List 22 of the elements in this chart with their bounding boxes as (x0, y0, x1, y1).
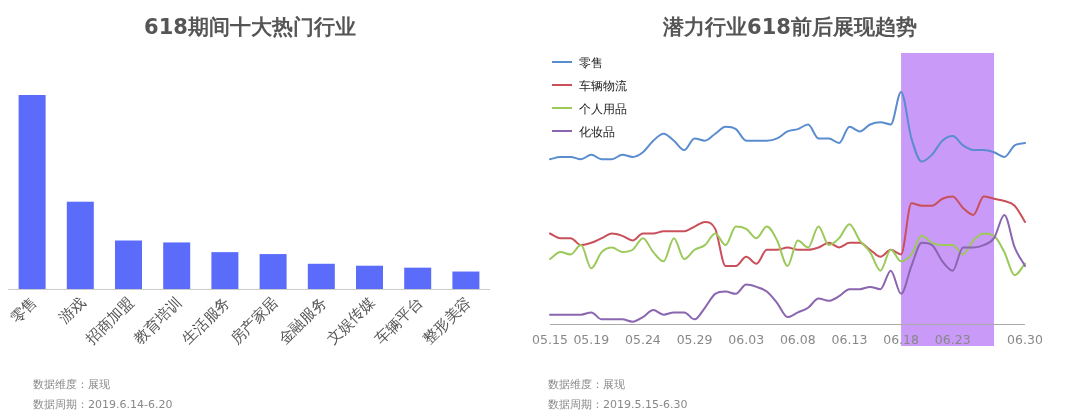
x-tick-label: 06.03 (728, 332, 765, 347)
text: 数据周期：2019.5.15-6.30 (548, 398, 688, 411)
legend-label: 零售 (579, 55, 603, 70)
x-tick-label: 05.19 (573, 332, 610, 347)
text: 数据维度：展现 (548, 378, 625, 391)
x-tick-label: 游戏 (55, 293, 90, 328)
chart-title: 618期间十大热门行业 (144, 15, 356, 39)
x-tick-label: 06.08 (779, 332, 816, 347)
x-tick-label: 06.30 (1007, 332, 1043, 347)
legend-label: 车辆物流 (579, 78, 627, 93)
legend-label: 化妆品 (579, 124, 615, 139)
x-tick-label: 06.23 (934, 332, 971, 347)
x-tick-label: 06.18 (883, 332, 920, 347)
x-tick-label: 05.29 (676, 332, 713, 347)
text: 数据周期：2019.6.14-6.20 (33, 398, 173, 411)
x-tick-label: 零售 (6, 293, 41, 328)
chart-title: 潜力行业618前后展现趋势 (662, 15, 917, 39)
legend-label: 个人用品 (579, 101, 627, 116)
x-tick-label: 06.13 (831, 332, 868, 347)
x-tick-label: 05.24 (625, 332, 661, 347)
text: 数据维度：展现 (33, 378, 110, 391)
x-tick-label: 05.15 (532, 332, 568, 347)
